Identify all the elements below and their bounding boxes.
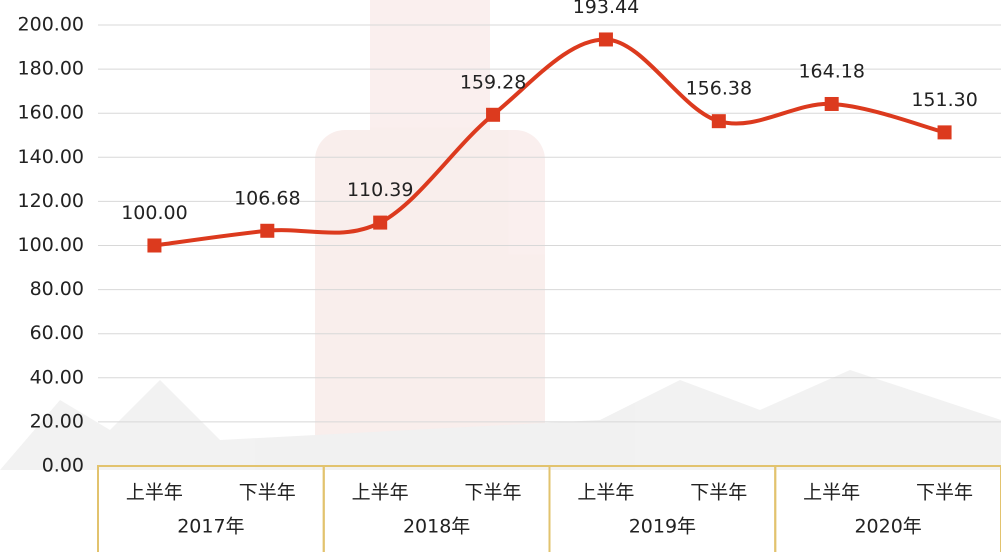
line [154, 37, 946, 248]
marker [598, 32, 613, 47]
x-tick-label: 上半年 [126, 482, 183, 504]
x-tick-label: 下半年 [690, 482, 747, 504]
category-cell [774, 465, 1001, 552]
y-tick-label: 100.00 [18, 234, 84, 256]
y-tick-label: 80.00 [30, 278, 84, 300]
x-tick-label: 上半年 [803, 482, 860, 504]
y-tick-label: 180.00 [18, 58, 84, 80]
y-tick-label: 200.00 [18, 14, 84, 36]
y-tick-label: 20.00 [30, 410, 84, 432]
x-tick-label: 上半年 [577, 482, 634, 504]
data-label: 110.39 [347, 179, 413, 201]
data-label: 164.18 [798, 60, 864, 82]
x-tick-label: 下半年 [916, 482, 973, 504]
category-cell [322, 465, 551, 552]
y-tick-label: 40.00 [30, 366, 84, 388]
data-label: 193.44 [573, 0, 639, 18]
y-tick-label: 60.00 [30, 322, 84, 344]
group-label: 2019年 [629, 516, 696, 538]
marker [937, 125, 952, 140]
y-tick-label: 140.00 [18, 146, 84, 168]
marker [824, 96, 839, 111]
marker [711, 114, 726, 129]
marker [260, 223, 275, 238]
group-label: 2020年 [854, 516, 921, 538]
marker [373, 215, 388, 230]
data-label: 159.28 [460, 71, 526, 93]
y-tick-label: 0.00 [42, 455, 84, 477]
y-tick-label: 160.00 [18, 102, 84, 124]
background-decor [0, 0, 1001, 470]
marker [147, 238, 162, 253]
data-label: 100.00 [121, 202, 187, 224]
data-label: 156.38 [686, 78, 752, 100]
x-tick-label: 下半年 [465, 482, 522, 504]
data-label: 106.68 [234, 187, 300, 209]
category-cell [548, 465, 777, 552]
group-label: 2017年 [177, 516, 244, 538]
category-cell [97, 465, 325, 552]
group-label: 2018年 [403, 516, 470, 538]
x-tick-label: 上半年 [352, 482, 409, 504]
x-tick-label: 下半年 [239, 482, 296, 504]
data-label: 151.30 [911, 89, 977, 111]
y-tick-label: 120.00 [18, 190, 84, 212]
marker [486, 107, 501, 122]
